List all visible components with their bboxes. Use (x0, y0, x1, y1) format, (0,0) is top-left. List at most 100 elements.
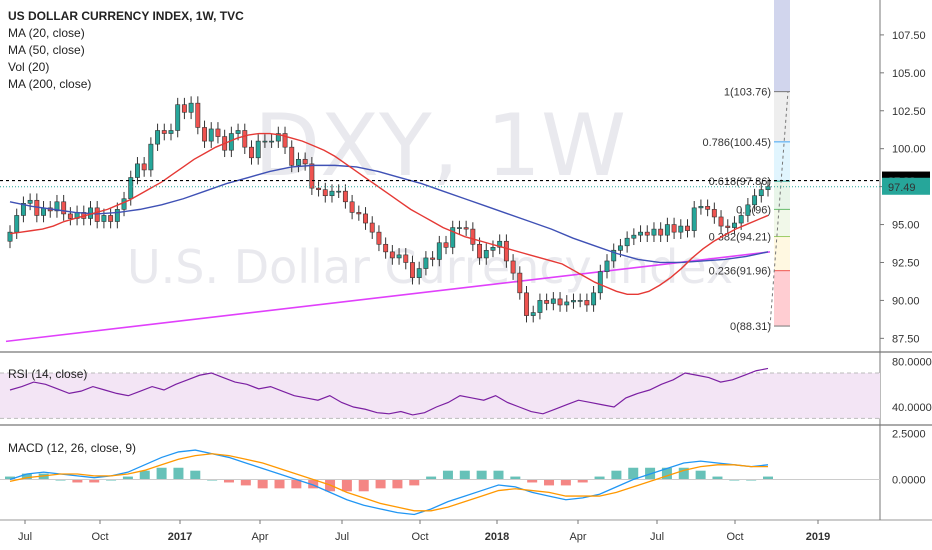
macd-histogram-bar (611, 470, 622, 480)
candle-body (114, 209, 120, 222)
macd-histogram-bar (257, 479, 268, 489)
macd-histogram-bar (274, 479, 285, 489)
time-tick-label: 2018 (485, 531, 509, 543)
candle-body (14, 215, 20, 233)
candle-body (309, 163, 315, 189)
candle-body (54, 201, 60, 212)
candle-body (550, 298, 556, 304)
candle-body (383, 243, 389, 253)
macd-histogram-bar (72, 479, 83, 483)
candle-body (443, 242, 449, 248)
macd-histogram-bar (122, 476, 133, 480)
candle-body (638, 231, 643, 236)
price-tick-label: 90.00 (892, 295, 920, 307)
candle-body (121, 198, 127, 210)
indicator-ma20[interactable]: MA (20, close) (8, 26, 85, 40)
macd-tick-label: 2.5000 (892, 429, 926, 441)
candle-body (691, 207, 697, 231)
candle-body (450, 227, 456, 248)
candle-body (249, 146, 254, 159)
candle-body (685, 225, 690, 231)
candle-body (544, 300, 550, 304)
candle-body (503, 240, 509, 262)
candle-body (611, 250, 617, 262)
price-tick-label: 102.50 (892, 106, 926, 118)
candle-body (470, 228, 476, 245)
candle-body (148, 143, 154, 171)
macd-histogram-bar (173, 467, 184, 480)
macd-histogram-bar (763, 476, 773, 480)
macd-histogram-bar (341, 479, 352, 492)
candle-body (168, 130, 174, 134)
macd-histogram-bar (527, 479, 538, 483)
indicator-vol[interactable]: Vol (20) (8, 60, 50, 74)
macd-label[interactable]: MACD (12, 26, close, 9) (8, 441, 137, 455)
candle-body (101, 215, 107, 222)
macd-histogram-bar (223, 479, 234, 483)
macd-histogram-bar (21, 473, 32, 480)
fib-band-top (774, 0, 790, 92)
candle-body (698, 206, 704, 209)
candle-body (752, 195, 758, 206)
candle-body (651, 228, 657, 236)
candle-body (289, 146, 295, 166)
fib-band (774, 181, 790, 210)
macd-histogram-bar (712, 476, 723, 480)
chart-legend: US DOLLAR CURRENCY INDEX, 1W, TVC MA (20… (8, 8, 244, 93)
macd-histogram-bar (678, 467, 689, 480)
candle-body (175, 104, 181, 131)
macd-histogram-bar (38, 473, 49, 480)
macd-line (9, 449, 769, 516)
candle-body (7, 231, 13, 242)
candle-body (181, 104, 187, 113)
macd-histogram-bar (89, 479, 100, 483)
macd-histogram-bar (594, 476, 605, 480)
rsi-band (0, 373, 880, 419)
macd-histogram-bar (139, 470, 150, 480)
candle-body (617, 245, 623, 251)
candle-body (322, 189, 328, 197)
candle-body (349, 201, 355, 213)
macd-histogram-bar (358, 479, 369, 492)
candle-body (738, 215, 744, 224)
candle-body (745, 204, 751, 216)
candle-body (597, 271, 603, 294)
ma20-line (9, 132, 769, 296)
candle-body (644, 231, 650, 236)
indicator-ma50[interactable]: MA (50, close) (8, 43, 85, 57)
candle-body (497, 240, 503, 248)
candle-body (711, 209, 717, 218)
time-tick-label: Oct (726, 531, 743, 543)
candle-body (725, 225, 731, 228)
fib-band (774, 209, 790, 237)
macd-histogram-bar (308, 479, 319, 489)
candle-body (195, 102, 201, 128)
candle-body (202, 127, 207, 142)
candle-body (430, 257, 436, 260)
candle-body (571, 300, 576, 303)
candle-body (564, 301, 570, 306)
rsi-label[interactable]: RSI (14, close) (8, 367, 88, 381)
candle-body (463, 227, 469, 230)
fib-band (774, 141, 790, 182)
macd-histogram-bar (375, 479, 386, 489)
candle-body (483, 250, 489, 259)
time-tick-label: 2017 (168, 531, 192, 543)
candle-body (369, 222, 375, 233)
macd-histogram-bar (476, 470, 487, 480)
candle-body (356, 212, 362, 215)
candle-body (732, 222, 737, 228)
candle-body (416, 268, 422, 278)
fib-level-label: 0(88.31) (730, 321, 771, 333)
signal-line (9, 453, 768, 512)
candle-body (20, 203, 26, 216)
candle-body (591, 292, 597, 306)
price-tick-label: 105.00 (892, 68, 926, 80)
candle-body (658, 228, 664, 236)
candle-body (490, 247, 496, 251)
candle-body (316, 187, 322, 190)
candle-body (524, 292, 529, 316)
macd-histogram-bar (426, 476, 437, 480)
candle-body (135, 163, 140, 178)
indicator-ma200[interactable]: MA (200, close) (8, 77, 92, 91)
